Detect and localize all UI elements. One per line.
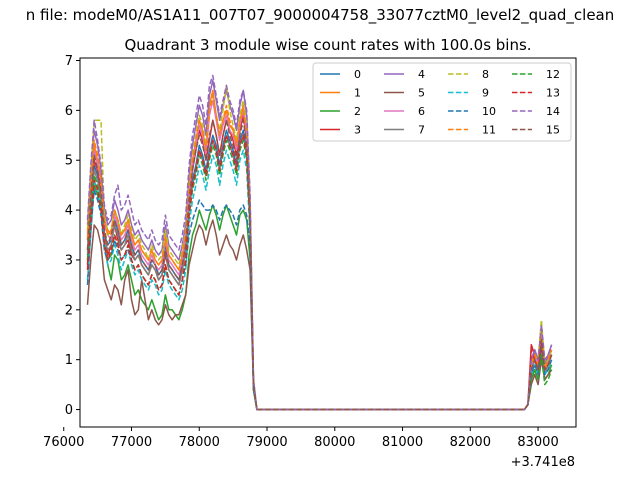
legend-label-14: 14 — [546, 105, 560, 118]
legend-label-4: 4 — [418, 68, 425, 81]
legend-label-8: 8 — [482, 68, 489, 81]
figure-suptitle: n file: modeM0/AS1A11_007T07_9000004758_… — [26, 6, 615, 25]
series-9-line — [86, 149, 553, 411]
x-tick-label: 77000 — [111, 435, 152, 450]
x-tick-label: 78000 — [179, 435, 220, 450]
legend-label-15: 15 — [546, 124, 560, 137]
series-0-line — [86, 129, 553, 411]
legend-label-5: 5 — [418, 87, 425, 100]
y-tick-label: 2 — [65, 303, 73, 318]
x-offset-label: +3.741e8 — [511, 455, 575, 470]
y-tick-label: 6 — [65, 104, 73, 119]
plot-lines — [86, 74, 553, 411]
legend-label-13: 13 — [546, 87, 560, 100]
x-tick-label: 79000 — [246, 435, 287, 450]
y-axis: 0 1 2 3 4 5 6 7 — [65, 54, 80, 418]
legend-label-6: 6 — [418, 105, 425, 118]
x-tick-label: 82000 — [450, 435, 491, 450]
y-tick-label: 1 — [65, 353, 73, 368]
legend-label-7: 7 — [418, 124, 425, 137]
chart-title: Quadrant 3 module wise count rates with … — [124, 36, 531, 54]
legend-label-11: 11 — [482, 124, 496, 137]
series-10-line — [86, 189, 553, 411]
x-tick-label: 81000 — [382, 435, 423, 450]
x-tick-label: 83000 — [517, 435, 558, 450]
series-2-line — [86, 184, 553, 411]
legend-label-3: 3 — [354, 124, 361, 137]
y-tick-label: 7 — [65, 54, 73, 69]
legend-label-0: 0 — [354, 68, 361, 81]
legend-label-2: 2 — [354, 105, 361, 118]
x-tick-label: 76000 — [43, 435, 84, 450]
legend-label-10: 10 — [482, 105, 496, 118]
y-tick-label: 3 — [65, 253, 73, 268]
y-tick-label: 0 — [65, 403, 73, 418]
legend-box — [312, 62, 572, 142]
y-tick-label: 5 — [65, 154, 73, 169]
x-axis: 76000 77000 78000 79000 80000 81000 82000 83000 — [43, 427, 559, 450]
x-tick-label: 80000 — [314, 435, 355, 450]
plot-frame — [79, 57, 577, 428]
legend-label-1: 1 — [354, 87, 361, 100]
series-6-line — [86, 99, 553, 411]
series-14-line — [86, 74, 553, 411]
legend-label-9: 9 — [482, 87, 489, 100]
legend-label-12: 12 — [546, 68, 560, 81]
series-15-line — [86, 119, 553, 411]
y-tick-label: 4 — [65, 204, 73, 219]
